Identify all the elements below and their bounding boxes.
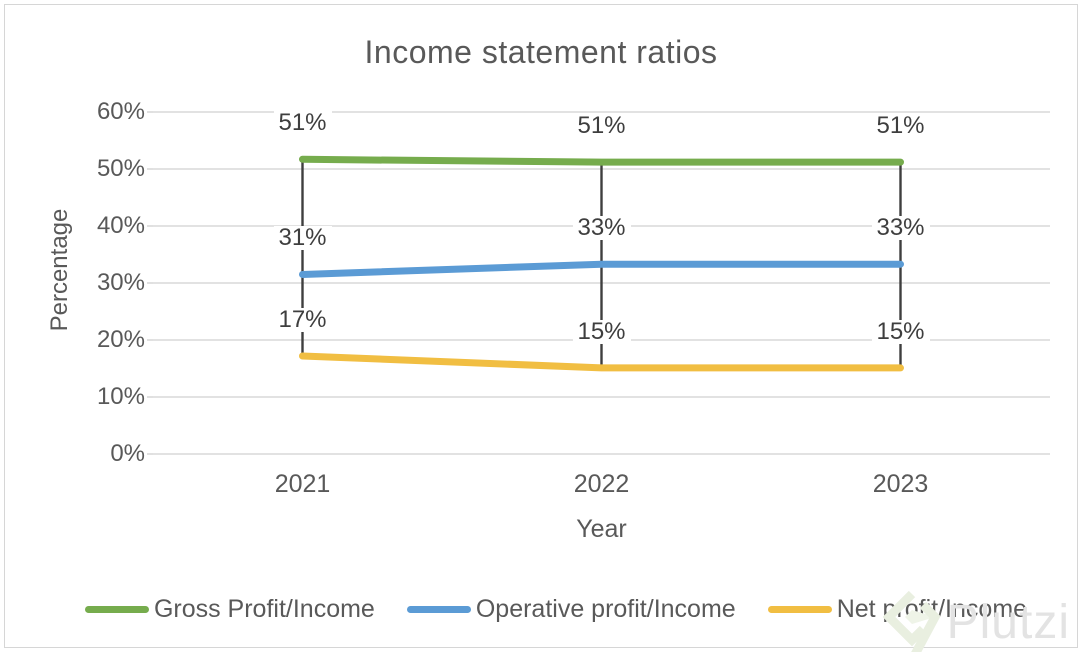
data-label: 33% [572, 216, 631, 241]
series-line [299, 260, 904, 278]
legend: Gross Profit/Income Operative profit/Inco… [55, 592, 1057, 626]
data-label: 51% [273, 111, 332, 136]
data-label: 51% [572, 114, 631, 139]
data-label: 15% [871, 319, 930, 344]
watermark: Plutzi [882, 586, 1070, 652]
data-label: 17% [273, 307, 332, 332]
data-label: 31% [273, 226, 332, 251]
x-category-label: 2021 [274, 470, 331, 498]
series-line [299, 352, 904, 372]
y-tick-label: 10% [96, 383, 145, 410]
legend-label: Gross Profit/Income [153, 594, 375, 623]
legend-swatch [406, 605, 471, 613]
y-tick-label: 30% [96, 269, 145, 296]
x-category-label: 2022 [573, 470, 630, 498]
x-axis-title: Year [576, 515, 627, 543]
y-tick-label: 0% [110, 440, 145, 467]
plutzi-diamond-logo-icon [882, 590, 941, 652]
data-label: 15% [572, 319, 631, 344]
y-tick-label: 20% [96, 326, 145, 353]
chart-title: Income statement ratios [364, 34, 718, 70]
legend-swatch [767, 605, 832, 613]
legend-swatch [84, 605, 149, 613]
legend-label: Operative profit/Income [475, 594, 736, 623]
legend-item: Gross Profit/Income [84, 594, 375, 624]
x-category-label: 2023 [872, 470, 929, 498]
watermark-text: Plutzi [946, 596, 1070, 649]
y-tick-label: 60% [96, 98, 145, 125]
series-line [299, 155, 904, 166]
data-label: 51% [871, 114, 930, 139]
y-tick-label: 40% [96, 212, 145, 239]
y-tick-label: 50% [96, 155, 145, 182]
legend-item: Operative profit/Income [406, 594, 736, 624]
data-label: 33% [871, 216, 930, 241]
